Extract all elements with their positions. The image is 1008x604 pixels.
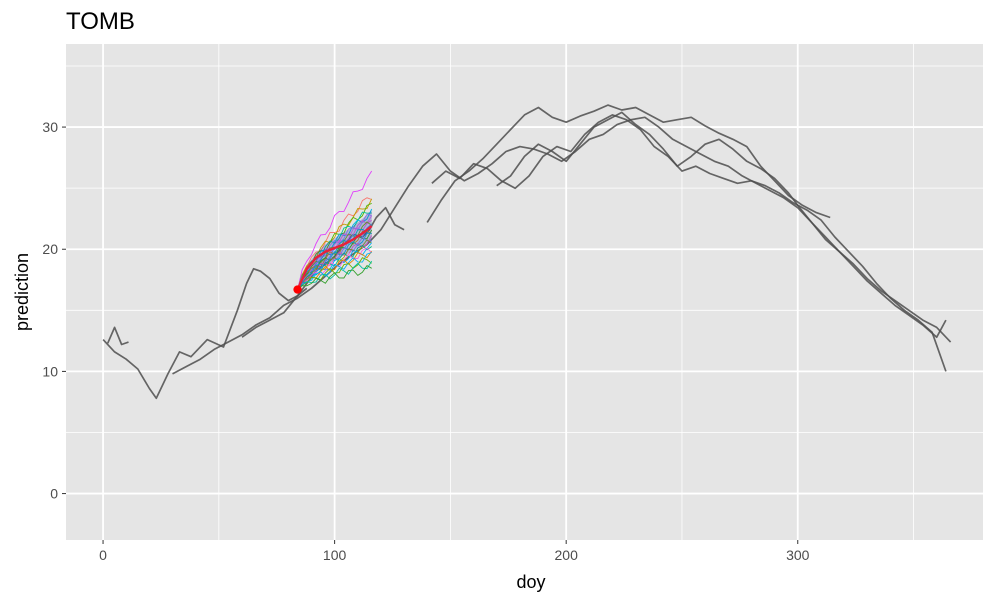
ensemble-member-line bbox=[297, 244, 372, 290]
observed-series-group bbox=[102, 104, 952, 400]
x-tick-label: 0 bbox=[99, 547, 107, 563]
ensemble-member-line bbox=[297, 239, 372, 290]
ensemble-member-line bbox=[297, 251, 373, 290]
y-tick-label: 10 bbox=[42, 363, 58, 379]
chart-title: TOMB bbox=[66, 8, 135, 35]
y-tick-label: 0 bbox=[50, 486, 58, 502]
ensemble-member-line bbox=[297, 197, 372, 290]
ensemble-member-line bbox=[297, 260, 373, 290]
observed-series-line bbox=[241, 287, 308, 338]
y-axis-title: prediction bbox=[12, 253, 32, 331]
major-gridlines bbox=[66, 44, 983, 540]
observed-series-line bbox=[426, 104, 831, 223]
forecast-mean-line bbox=[296, 225, 373, 291]
forecast-band bbox=[297, 210, 372, 290]
x-tick-label: 300 bbox=[786, 547, 810, 563]
observed-series-line bbox=[172, 116, 952, 375]
forecast-mean-group bbox=[293, 210, 373, 294]
observed-series-line bbox=[431, 114, 947, 372]
ensemble-member-line bbox=[297, 170, 373, 290]
x-axis-title: doy bbox=[516, 572, 545, 592]
y-tick-label: 20 bbox=[42, 241, 58, 257]
plot-panel bbox=[66, 44, 983, 540]
y-tick-label: 30 bbox=[42, 119, 58, 135]
ensemble-member-line bbox=[297, 213, 372, 290]
ensemble-member-line bbox=[297, 224, 373, 290]
axes-group: 0 100 200 300 0 10 20 30 bbox=[42, 119, 809, 563]
ensemble-member-line bbox=[297, 265, 372, 290]
observed-series-line bbox=[496, 111, 947, 339]
x-tick-label: 200 bbox=[555, 547, 579, 563]
forecast-start-point bbox=[293, 285, 302, 294]
observed-series-line bbox=[106, 326, 129, 346]
ensemble-member-line bbox=[297, 198, 373, 290]
x-tick-label: 100 bbox=[323, 547, 347, 563]
